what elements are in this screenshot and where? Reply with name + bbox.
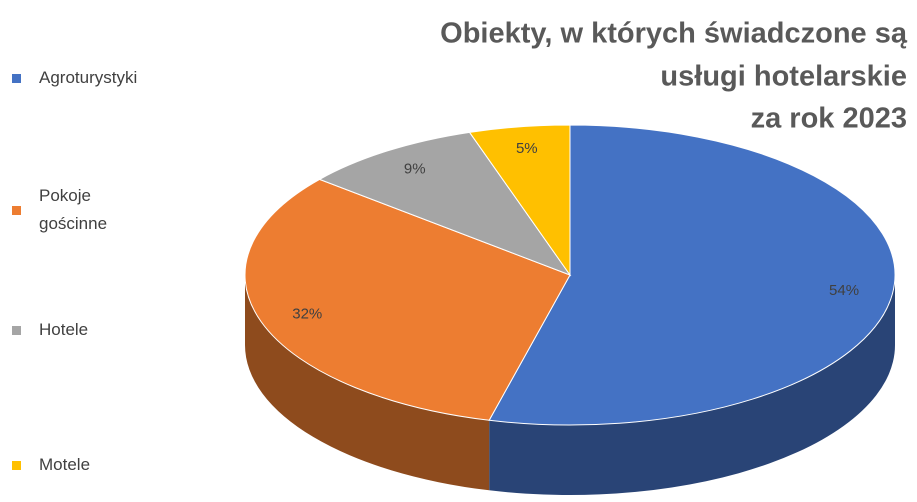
legend-item: Motele	[12, 451, 159, 479]
pie-side	[245, 275, 490, 491]
legend-item: Agroturystyki	[12, 64, 159, 92]
data-label: 9%	[404, 161, 426, 178]
legend-label: Hotele	[39, 320, 89, 339]
legend: Agroturystyki Pokoje gościnne Hotele Motele	[12, 0, 172, 502]
chart-title: usługi hotelarskie	[660, 61, 907, 93]
legend-label: Pokoje gościnne	[39, 186, 108, 233]
pie-slice	[318, 131, 572, 277]
pie-slice	[468, 124, 571, 277]
pie-side	[489, 275, 895, 495]
legend-swatch	[12, 325, 21, 335]
legend-item: Hotele	[12, 316, 159, 344]
chart-title: za rok 2023	[751, 103, 907, 135]
legend-label: Agroturystyki	[39, 68, 138, 87]
legend-swatch	[12, 73, 21, 83]
data-label: 32%	[292, 305, 322, 322]
legend-item: Pokoje gościnne	[12, 182, 159, 238]
data-label: 5%	[516, 140, 538, 157]
legend-label: Motele	[39, 455, 91, 474]
pie-slice	[488, 124, 896, 426]
pie-slice	[244, 178, 571, 421]
chart-title: Obiekty, w których świadczone są	[440, 18, 908, 50]
data-label: 54%	[829, 282, 859, 299]
legend-swatch	[12, 205, 21, 215]
legend-swatch	[12, 460, 21, 470]
